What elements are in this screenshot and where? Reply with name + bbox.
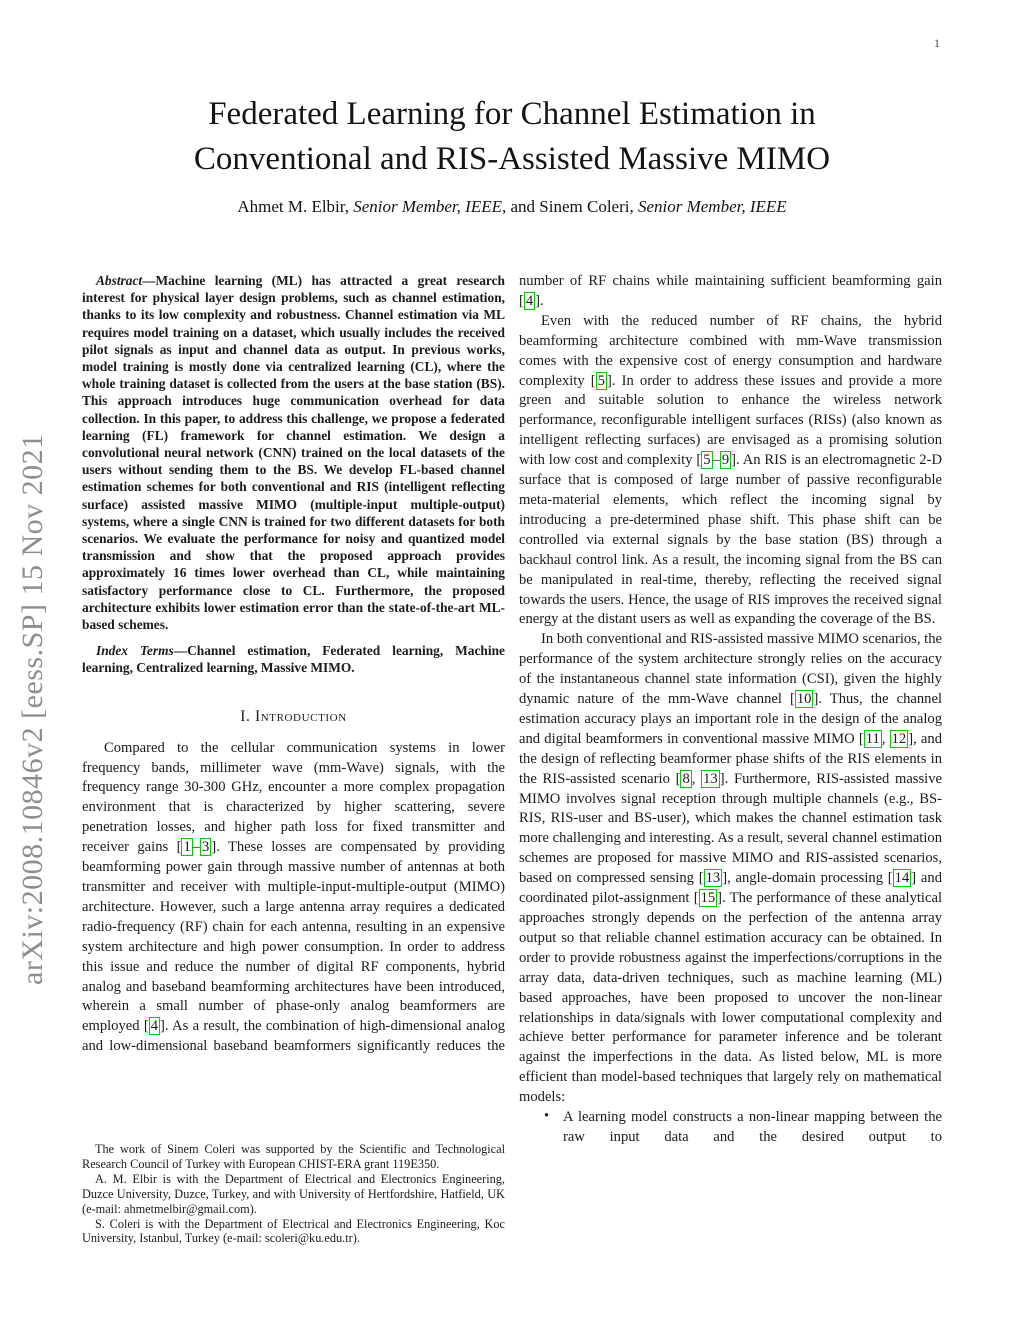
citation-link[interactable]: 13 xyxy=(701,769,720,788)
citation-link[interactable]: 9 xyxy=(719,451,732,470)
text-run: , and Sinem Coleri, xyxy=(501,197,638,216)
text-run: S. Coleri is with the Department of Elec… xyxy=(82,1216,505,1246)
text-run: ]. An RIS is an electromagnetic 2-D surf… xyxy=(519,452,942,628)
citation-link[interactable]: 3 xyxy=(200,838,212,857)
text-run: ]. xyxy=(535,292,544,309)
right-column: number of RF chains while maintaining su… xyxy=(519,272,942,1148)
text-run: – xyxy=(712,452,720,469)
paper-title-line-2: Conventional and RIS-Assisted Massive MI… xyxy=(193,141,831,177)
citation-link[interactable]: 5 xyxy=(595,371,607,390)
text-run: ]. These losses are compensated by provi… xyxy=(82,839,505,1035)
text-run: Abstract xyxy=(96,273,143,288)
left-column: Abstract—Machine learning (ML) has attra… xyxy=(82,272,505,1057)
text-run: Even with the reduced number of RF chain… xyxy=(519,312,942,389)
bullet-learning-model: • A learning model constructs a non-linea… xyxy=(519,1108,942,1148)
bullet-icon: • xyxy=(544,1108,550,1125)
intro-paragraph-1-continued: number of RF chains while maintaining su… xyxy=(519,272,942,312)
index-terms: Index Terms—Channel estimation, Federate… xyxy=(82,642,505,676)
text-run: ], angle-domain processing [ xyxy=(722,870,893,887)
text-run: number of RF chains while maintaining su… xyxy=(519,273,942,309)
footnote-funding: The work of Sinem Coleri was supported b… xyxy=(82,1142,505,1172)
page-number: 1 xyxy=(934,36,940,50)
text-run: ]. The performance of these analytical a… xyxy=(519,890,942,1106)
text-run: ]. As a result, the combination of high-… xyxy=(82,1018,506,1055)
arxiv-banner: arXiv:2008.10846v2 [eess.SP] 15 Nov 2021 xyxy=(16,433,49,985)
text-run: Index Terms xyxy=(96,643,174,659)
paper-title: Federated Learning for Channel Estimatio… xyxy=(0,92,1024,182)
text-run: Compared to the cellular communication s… xyxy=(82,739,505,856)
text-run: Senior Member, IEEE xyxy=(353,197,502,216)
citation-link[interactable]: 10 xyxy=(794,690,814,709)
text-run: ]. Furthermore, RIS-assisted massive MIM… xyxy=(519,770,942,887)
text-run: ]. Thus, the channel estimation accuracy… xyxy=(519,691,943,747)
text-run: – xyxy=(192,839,201,856)
paper-title-line-1: Federated Learning for Channel Estimatio… xyxy=(208,96,816,132)
text-run: ], and the design of reflecting beamform… xyxy=(519,730,942,787)
citation-link[interactable]: 4 xyxy=(523,291,536,310)
citation-link[interactable]: 8 xyxy=(680,769,692,788)
section-heading-introduction: I. Introduction xyxy=(82,708,505,726)
citation-link[interactable]: 15 xyxy=(698,889,718,908)
text-run: The work of Sinem Coleri was supported b… xyxy=(82,1142,505,1171)
authors-line: Ahmet M. Elbir, Senior Member, IEEE, and… xyxy=(0,197,1024,217)
citation-link[interactable]: 4 xyxy=(148,1017,161,1036)
citation-link[interactable]: 11 xyxy=(863,729,882,748)
citation-link[interactable]: 5 xyxy=(701,451,713,470)
intro-paragraph-1: Compared to the cellular communication s… xyxy=(82,739,505,1058)
citation-link[interactable]: 12 xyxy=(889,729,909,748)
text-run: Ahmet M. Elbir, xyxy=(237,197,354,216)
text-run: ] and coordinated pilot-assignment [ xyxy=(519,870,942,907)
footnote-author-coleri: S. Coleri is with the Department of Elec… xyxy=(82,1217,505,1247)
footnote-author-elbir: A. M. Elbir is with the Department of El… xyxy=(82,1172,505,1217)
text-run: ]. In order to address these issues and … xyxy=(519,372,942,469)
text-run: , xyxy=(691,770,702,787)
text-run: —Channel estimation, Federated learning,… xyxy=(82,643,505,676)
citation-link[interactable]: 1 xyxy=(181,838,193,857)
footnotes: The work of Sinem Coleri was supported b… xyxy=(82,1142,505,1246)
text-run: A learning model constructs a non-linear… xyxy=(563,1109,942,1145)
paragraph-channel-estimation: In both conventional and RIS-assisted ma… xyxy=(519,630,942,1108)
text-run: , xyxy=(881,730,890,747)
text-run: A. M. Elbir is with the Department of El… xyxy=(82,1171,505,1216)
citation-link[interactable]: 14 xyxy=(892,869,912,888)
citation-link[interactable]: 13 xyxy=(703,869,723,888)
abstract: Abstract—Machine learning (ML) has attra… xyxy=(82,272,505,633)
text-run: —Machine learning (ML) has attracted a g… xyxy=(82,273,505,633)
paragraph-ris-overview: Even with the reduced number of RF chain… xyxy=(519,312,942,631)
text-run: I. Introduction xyxy=(240,707,347,725)
text-run: In both conventional and RIS-assisted ma… xyxy=(519,631,942,708)
text-run: Senior Member, IEEE xyxy=(637,197,787,216)
